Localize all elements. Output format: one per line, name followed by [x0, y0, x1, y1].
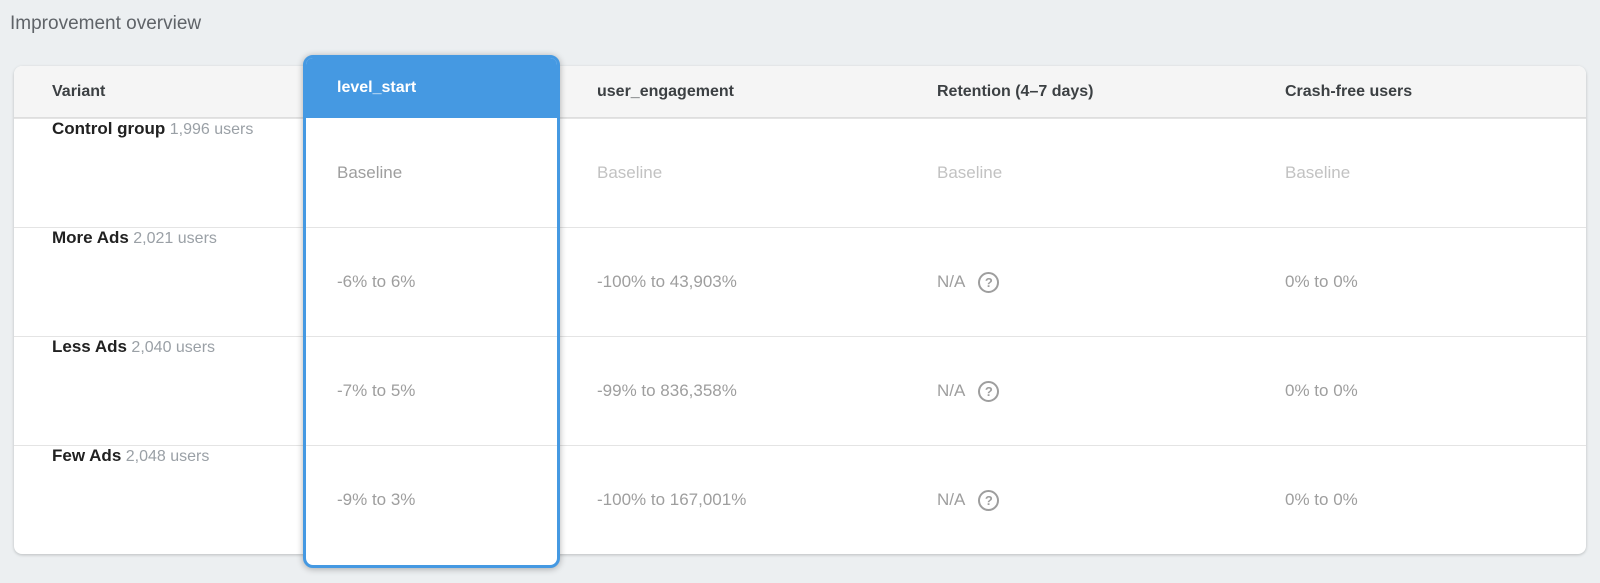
variant-user-count: 2,040 users: [131, 339, 216, 356]
cell-user-engagement: Baseline: [560, 118, 900, 227]
column-header-variant: Variant: [14, 66, 303, 118]
cell-crash-free: 0% to 0%: [1248, 336, 1586, 445]
table-row-variant: Few Ads 2,048 users: [14, 445, 303, 554]
variant-name: Few Ads: [52, 446, 122, 465]
variant-user-count: 1,996 users: [169, 121, 254, 138]
cell-retention: Baseline: [900, 118, 1248, 227]
table-row-variant: Less Ads 2,040 users: [14, 336, 303, 445]
variant-user-count: 2,048 users: [125, 448, 210, 465]
cell-level-start: -7% to 5%: [306, 336, 557, 445]
cell-level-start: -9% to 3%: [306, 445, 557, 554]
column-header-crash-free[interactable]: Crash-free users: [1248, 66, 1586, 118]
retention-value: N/A: [937, 381, 966, 400]
column-header-level-start[interactable]: level_start: [306, 58, 557, 118]
table-grid: Variant user_engagement Retention (4–7 d…: [14, 66, 1586, 554]
cell-crash-free: 0% to 0%: [1248, 227, 1586, 336]
cell-retention: N/A ?: [900, 445, 1248, 554]
improvement-overview-table: Variant user_engagement Retention (4–7 d…: [14, 55, 1586, 568]
cell-crash-free: 0% to 0%: [1248, 445, 1586, 554]
selected-metric-column: level_start Baseline -6% to 6% -7% to 5%…: [303, 55, 560, 568]
variant-name: Less Ads: [52, 337, 127, 356]
help-icon[interactable]: ?: [978, 380, 1000, 402]
table-row-variant: Control group 1,996 users: [14, 118, 303, 227]
help-icon[interactable]: ?: [978, 271, 1000, 293]
cell-level-start: Baseline: [337, 162, 403, 182]
variant-user-count: 2,021 users: [133, 230, 217, 247]
cell-retention: N/A ?: [900, 336, 1248, 445]
table-row-variant: More Ads 2,021 users: [14, 227, 303, 336]
column-header-user-engagement[interactable]: user_engagement: [560, 66, 900, 118]
variant-name: More Ads: [52, 228, 129, 247]
column-header-retention[interactable]: Retention (4–7 days): [900, 66, 1248, 118]
cell-user-engagement: -100% to 167,001%: [560, 445, 900, 554]
page-title: Improvement overview: [10, 13, 202, 34]
retention-value: N/A: [937, 272, 966, 291]
cell-user-engagement: -99% to 836,358%: [560, 336, 900, 445]
variant-name: Control group: [52, 119, 166, 138]
help-icon[interactable]: ?: [978, 489, 1000, 511]
cell-level-start: -6% to 6%: [306, 227, 557, 336]
cell-crash-free: Baseline: [1248, 118, 1586, 227]
cell-retention: N/A ?: [900, 227, 1248, 336]
retention-value: N/A: [937, 490, 966, 509]
cell-user-engagement: -100% to 43,903%: [560, 227, 900, 336]
